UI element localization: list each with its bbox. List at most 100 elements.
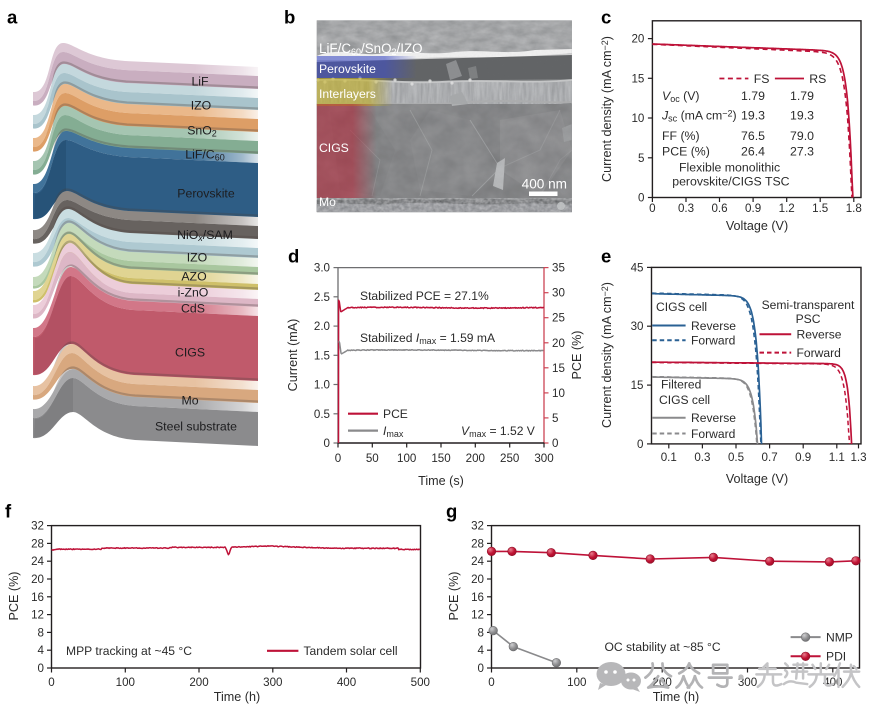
svg-text:MPP tracking at ~45 °C: MPP tracking at ~45 °C: [66, 644, 192, 658]
svg-text:Flexible monolithic: Flexible monolithic: [679, 161, 780, 175]
svg-text:1.5: 1.5: [812, 202, 828, 215]
svg-text:25: 25: [552, 312, 565, 325]
svg-text:AZO: AZO: [181, 270, 206, 284]
svg-text:30: 30: [631, 320, 644, 333]
svg-text:Imax: Imax: [383, 424, 404, 439]
svg-text:1.3: 1.3: [850, 451, 866, 464]
svg-text:200: 200: [466, 452, 485, 465]
svg-text:CIGS cell: CIGS cell: [659, 393, 710, 407]
svg-text:0.3: 0.3: [678, 202, 694, 215]
svg-text:Vmax = 1.52 V: Vmax = 1.52 V: [461, 424, 536, 439]
svg-text:0.1: 0.1: [661, 451, 677, 464]
svg-text:FS: FS: [754, 72, 770, 86]
svg-text:e: e: [601, 246, 611, 267]
svg-text:10: 10: [552, 387, 565, 400]
svg-text:15: 15: [631, 379, 644, 392]
svg-text:300: 300: [263, 676, 282, 689]
svg-text:28: 28: [471, 537, 484, 550]
svg-text:0: 0: [488, 676, 494, 689]
svg-text:1.79: 1.79: [741, 89, 765, 103]
svg-text:79.0: 79.0: [790, 129, 814, 143]
svg-text:Perovskite: Perovskite: [177, 187, 235, 201]
svg-text:50: 50: [366, 452, 379, 465]
svg-text:Jsc (mA cm−2): Jsc (mA cm−2): [661, 108, 737, 123]
svg-text:400: 400: [337, 676, 356, 689]
svg-text:8: 8: [38, 626, 44, 639]
svg-text:c: c: [601, 7, 611, 28]
svg-text:0: 0: [638, 192, 644, 205]
svg-text:400 nm: 400 nm: [522, 177, 567, 192]
svg-text:CIGS: CIGS: [319, 141, 349, 155]
svg-text:1.5: 1.5: [314, 349, 330, 362]
svg-text:OC stability at ~85 °C: OC stability at ~85 °C: [605, 640, 721, 654]
svg-text:0: 0: [38, 662, 44, 675]
svg-text:NiOx/SAM: NiOx/SAM: [177, 228, 233, 243]
svg-text:Reverse: Reverse: [691, 319, 736, 333]
svg-text:12: 12: [31, 609, 44, 622]
svg-text:28: 28: [31, 537, 44, 550]
svg-text:3.0: 3.0: [314, 262, 330, 275]
svg-text:5: 5: [638, 152, 644, 165]
svg-text:Current (mA): Current (mA): [286, 319, 300, 392]
svg-text:20: 20: [631, 33, 644, 46]
svg-text:PDI: PDI: [826, 650, 846, 664]
svg-text:16: 16: [471, 591, 484, 604]
svg-text:Stabilized PCE = 27.1%: Stabilized PCE = 27.1%: [360, 289, 489, 303]
svg-text:Current density (mA cm−2): Current density (mA cm−2): [600, 36, 614, 182]
svg-text:1.1: 1.1: [829, 451, 845, 464]
svg-text:300: 300: [738, 676, 757, 689]
svg-text:PCE (%): PCE (%): [447, 572, 461, 621]
svg-text:0: 0: [478, 662, 484, 675]
svg-text:4: 4: [478, 644, 485, 657]
svg-text:12: 12: [471, 609, 484, 622]
svg-text:20: 20: [31, 573, 44, 586]
svg-text:SnO2: SnO2: [187, 124, 217, 139]
svg-text:200: 200: [189, 676, 208, 689]
svg-text:PCE: PCE: [383, 407, 408, 421]
svg-text:PSC: PSC: [796, 312, 821, 326]
svg-text:8: 8: [478, 626, 484, 639]
svg-text:perovskite/CIGS TSC: perovskite/CIGS TSC: [672, 175, 789, 189]
svg-text:CdS: CdS: [181, 302, 205, 316]
svg-text:10: 10: [631, 112, 644, 125]
svg-text:0: 0: [649, 202, 655, 215]
svg-text:Tandem solar cell: Tandem solar cell: [304, 644, 398, 658]
svg-text:0.6: 0.6: [711, 202, 727, 215]
svg-text:b: b: [284, 7, 295, 28]
svg-text:RS: RS: [809, 72, 826, 86]
svg-text:a: a: [7, 7, 18, 28]
svg-text:27.3: 27.3: [790, 144, 814, 158]
svg-text:100: 100: [116, 676, 135, 689]
svg-text:IZO: IZO: [187, 251, 208, 265]
svg-text:Perovskite: Perovskite: [319, 62, 376, 76]
svg-text:Semi-transparent: Semi-transparent: [762, 298, 855, 312]
svg-text:CIGS: CIGS: [175, 346, 205, 360]
svg-text:0.7: 0.7: [762, 451, 778, 464]
svg-text:Voc (V): Voc (V): [662, 89, 700, 104]
svg-text:0.3: 0.3: [694, 451, 710, 464]
svg-text:Time (h): Time (h): [653, 690, 699, 704]
svg-text:Current density (mA cm−2): Current density (mA cm−2): [600, 282, 614, 428]
svg-text:f: f: [5, 501, 12, 522]
svg-text:Forward: Forward: [797, 346, 841, 360]
svg-text:Time (s): Time (s): [418, 474, 464, 488]
svg-text:300: 300: [534, 452, 553, 465]
svg-text:19.3: 19.3: [790, 109, 814, 123]
svg-text:FF (%): FF (%): [662, 129, 700, 143]
svg-text:24: 24: [471, 555, 484, 568]
svg-text:Time (h): Time (h): [214, 690, 260, 704]
svg-text:0.9: 0.9: [745, 202, 761, 215]
svg-text:Steel substrate: Steel substrate: [155, 420, 237, 434]
svg-text:LiF/C60/SnO2/IZO: LiF/C60/SnO2/IZO: [319, 41, 423, 57]
svg-text:Voltage (V): Voltage (V): [726, 472, 788, 486]
svg-text:PCE (%): PCE (%): [570, 331, 584, 380]
svg-text:Stabilized Imax = 1.59 mA: Stabilized Imax = 1.59 mA: [360, 331, 496, 346]
svg-text:Reverse: Reverse: [797, 328, 842, 342]
svg-text:0: 0: [324, 437, 330, 450]
svg-text:19.3: 19.3: [741, 109, 765, 123]
svg-text:IZO: IZO: [191, 98, 212, 112]
svg-text:CIGS cell: CIGS cell: [656, 300, 707, 314]
svg-text:150: 150: [431, 452, 450, 465]
svg-text:15: 15: [631, 72, 644, 85]
svg-text:20: 20: [471, 573, 484, 586]
